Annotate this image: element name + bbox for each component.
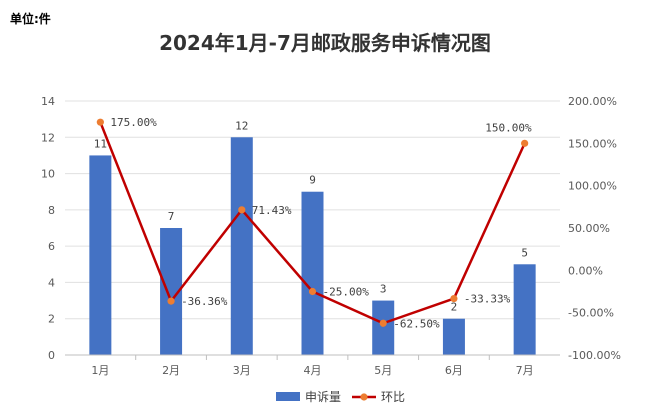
line-point — [167, 297, 175, 305]
x-tick-label: 5月 — [374, 364, 392, 377]
bar-data-label: 3 — [380, 283, 387, 296]
line-data-label: -36.36% — [181, 295, 228, 308]
line-data-label: -62.50% — [393, 317, 440, 330]
legend: 申诉量 环比 — [276, 390, 405, 404]
x-tick-label: 3月 — [233, 364, 251, 377]
y-right-tick-label: -50.00% — [568, 307, 614, 320]
bar — [513, 264, 536, 355]
y-right-tick-label: 0.00% — [568, 264, 603, 277]
y-left-tick-label: 2 — [48, 313, 55, 326]
y-right-tick-label: 200.00% — [568, 95, 617, 108]
line-data-label: 175.00% — [110, 116, 157, 129]
data-labels: 11 7 12 9 3 2 5 175.00% -36.36% 71.43% -25.00% -62.… — [94, 116, 532, 330]
y-left-tick-label: 6 — [48, 240, 55, 253]
line-series — [96, 118, 529, 327]
legend-swatch-bar — [276, 392, 300, 401]
bar — [301, 191, 324, 355]
bar — [372, 300, 395, 355]
bar-data-label: 7 — [168, 210, 175, 223]
axes: 0 2 4 6 8 10 12 14 -100.00% -50.00% 0.00% 50.00% 100… — [41, 95, 621, 377]
bar-series — [89, 137, 536, 355]
unit-label: 单位:件 — [10, 12, 51, 26]
bar-data-label: 5 — [521, 246, 528, 259]
legend-swatch-marker — [360, 393, 368, 401]
bar-data-label: 2 — [451, 301, 458, 314]
line-point — [379, 319, 387, 327]
x-tick-label: 1月 — [91, 364, 109, 377]
y-left-tick-label: 8 — [48, 204, 55, 217]
line-point — [521, 139, 529, 147]
y-left-tick-label: 12 — [41, 131, 55, 144]
y-right-tick-label: 50.00% — [568, 222, 610, 235]
y-right-tick-label: 150.00% — [568, 137, 617, 150]
line-point — [308, 287, 317, 296]
bar — [89, 155, 112, 355]
legend-label-line: 环比 — [381, 390, 405, 404]
line-data-label: -25.00% — [323, 286, 370, 299]
y-left-tick-label: 4 — [48, 276, 55, 289]
x-tick-label: 4月 — [304, 364, 322, 377]
y-left-tick-label: 0 — [48, 349, 55, 362]
bar — [160, 228, 183, 355]
x-tick-label: 7月 — [516, 364, 534, 377]
legend-label-bar: 申诉量 — [305, 390, 341, 404]
line-data-label: 71.43% — [252, 204, 292, 217]
bar — [442, 318, 465, 355]
line-point — [238, 206, 246, 214]
line-data-label: -33.33% — [464, 293, 511, 306]
y-right-tick-label: 100.00% — [568, 180, 617, 193]
bar-data-label: 9 — [309, 174, 316, 187]
chart-title: 2024年1月-7月邮政服务申诉情况图 — [159, 31, 491, 55]
line-data-label: 150.00% — [485, 121, 532, 134]
bar-data-label: 12 — [235, 119, 248, 132]
y-left-tick-label: 14 — [41, 95, 55, 108]
y-right-tick-label: -100.00% — [568, 349, 621, 362]
bar — [230, 137, 253, 355]
line-point — [96, 118, 104, 126]
y-left-tick-label: 10 — [41, 168, 55, 181]
line-point — [450, 294, 458, 303]
x-tick-label: 2月 — [162, 364, 180, 377]
x-tick-label: 6月 — [445, 364, 463, 377]
bar-data-label: 11 — [94, 137, 107, 150]
